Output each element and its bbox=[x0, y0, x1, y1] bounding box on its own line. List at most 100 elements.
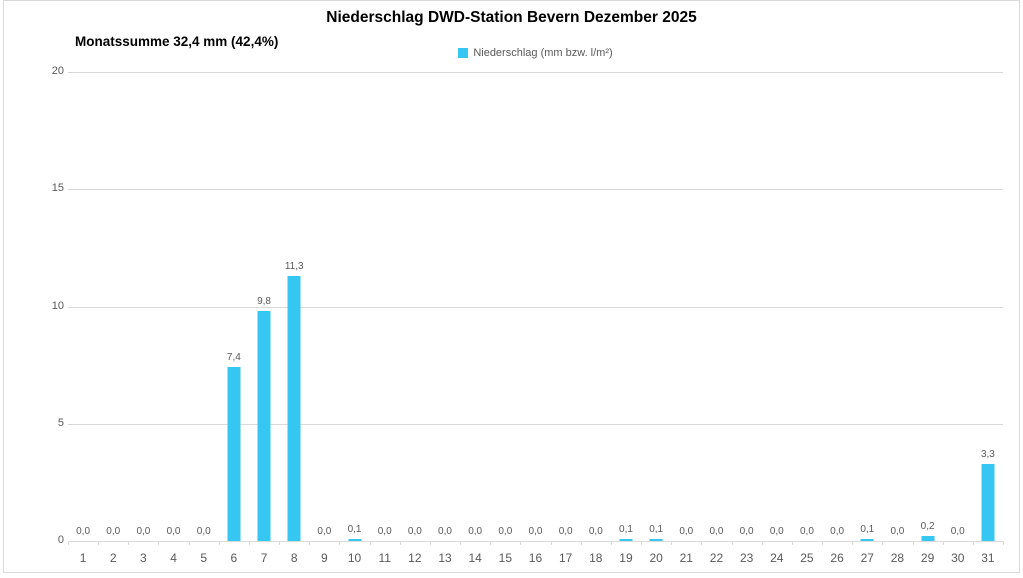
x-axis-tick bbox=[248, 541, 250, 545]
x-tick-label-day-19: 19 bbox=[619, 551, 633, 565]
value-label-day-23: 0,0 bbox=[739, 526, 754, 537]
x-axis-tick bbox=[731, 541, 733, 545]
gridline-y-15 bbox=[68, 189, 1003, 191]
bar-column-day-17: 0,0 17 bbox=[551, 72, 581, 565]
x-tick-label-day-2: 2 bbox=[109, 551, 117, 565]
bar-day-20 bbox=[649, 538, 663, 541]
x-axis-tick bbox=[188, 541, 190, 545]
x-tick-label-day-27: 27 bbox=[860, 551, 874, 565]
x-tick-label-day-17: 17 bbox=[558, 551, 573, 565]
x-axis-tick bbox=[460, 541, 462, 545]
value-label-day-16: 0,0 bbox=[528, 526, 543, 537]
x-axis-tick bbox=[641, 541, 643, 545]
value-label-day-7: 9,8 bbox=[257, 296, 271, 308]
bar-day-8 bbox=[287, 276, 301, 541]
bar-column-day-18: 0,0 18 bbox=[581, 72, 611, 565]
bar-column-day-23: 0,0 23 bbox=[732, 72, 762, 565]
x-tick-label-day-30: 30 bbox=[951, 551, 965, 565]
value-label-day-6: 7,4 bbox=[226, 352, 241, 364]
x-axis-tick bbox=[490, 541, 492, 545]
x-tick-label-day-6: 6 bbox=[230, 551, 238, 565]
x-tick-label-day-16: 16 bbox=[528, 551, 543, 565]
value-label-day-4: 0,0 bbox=[166, 526, 181, 537]
value-label-day-1: 0,0 bbox=[76, 526, 91, 537]
x-tick-label-day-15: 15 bbox=[498, 551, 513, 565]
x-axis-tick bbox=[972, 541, 974, 545]
x-axis-tick bbox=[339, 541, 341, 545]
value-label-day-28: 0,0 bbox=[890, 526, 905, 537]
value-label-day-3: 0,0 bbox=[136, 526, 151, 537]
x-axis-tick bbox=[852, 541, 854, 545]
bar-column-day-26: 0,0 26 bbox=[822, 72, 852, 565]
x-tick-label-day-18: 18 bbox=[589, 551, 603, 565]
bar-day-31 bbox=[981, 463, 995, 541]
bar-column-day-15: 0,0 15 bbox=[490, 72, 520, 565]
x-axis-tick bbox=[279, 541, 281, 545]
bar-column-day-20: 0,1 20 bbox=[641, 72, 671, 565]
x-tick-label-day-5: 5 bbox=[200, 551, 208, 565]
x-tick-label-day-21: 21 bbox=[679, 551, 693, 565]
bar-column-day-19: 0,1 19 bbox=[611, 72, 641, 565]
bar-day-6 bbox=[227, 367, 241, 541]
x-axis-line bbox=[68, 541, 1003, 542]
x-axis-tick bbox=[882, 541, 884, 545]
x-tick-label-day-29: 29 bbox=[920, 551, 935, 565]
y-tick-label-0: 0 bbox=[57, 534, 64, 546]
x-tick-label-day-12: 12 bbox=[408, 551, 422, 565]
x-axis-tick bbox=[550, 541, 552, 545]
bar-day-19 bbox=[619, 538, 633, 541]
x-tick-label-day-1: 1 bbox=[79, 551, 87, 565]
value-label-day-9: 0,0 bbox=[317, 526, 332, 537]
x-tick-label-day-26: 26 bbox=[830, 551, 844, 565]
value-label-day-15: 0,0 bbox=[498, 526, 513, 537]
bar-column-day-8: 11,3 8 bbox=[279, 72, 309, 565]
bar-column-day-11: 0,0 11 bbox=[370, 72, 400, 565]
legend-label: Niederschlag (mm bzw. l/m²) bbox=[473, 47, 613, 59]
gridline-y-5 bbox=[68, 423, 1003, 425]
bar-column-day-27: 0,1 27 bbox=[852, 72, 882, 565]
bar-column-day-4: 0,0 4 bbox=[158, 72, 188, 565]
x-axis-tick bbox=[942, 541, 944, 545]
x-axis-tick bbox=[671, 541, 673, 545]
x-tick-label-day-7: 7 bbox=[260, 551, 268, 565]
x-tick-label-day-23: 23 bbox=[739, 551, 754, 565]
chart-subtitle: Monatssumme 32,4 mm (42,4%) bbox=[75, 34, 279, 49]
x-tick-label-day-4: 4 bbox=[170, 551, 177, 565]
bar-day-10 bbox=[348, 538, 362, 541]
x-tick-label-day-14: 14 bbox=[468, 551, 482, 565]
x-tick-label-day-9: 9 bbox=[321, 551, 328, 565]
bar-day-7 bbox=[257, 311, 271, 541]
x-axis-tick bbox=[309, 541, 311, 545]
x-axis-tick bbox=[68, 541, 69, 545]
x-axis-tick bbox=[701, 541, 703, 545]
y-tick-label-20: 20 bbox=[51, 65, 64, 77]
x-tick-label-day-8: 8 bbox=[290, 551, 298, 565]
x-tick-label-day-3: 3 bbox=[140, 551, 147, 565]
chart-title: Niederschlag DWD-Station Bevern Dezember… bbox=[326, 9, 697, 26]
x-axis-tick bbox=[218, 541, 220, 545]
y-tick-label-15: 15 bbox=[51, 182, 64, 195]
bar-column-day-24: 0,0 24 bbox=[762, 72, 792, 565]
bar-column-day-30: 0,0 30 bbox=[943, 72, 973, 565]
value-label-day-10: 0,1 bbox=[347, 523, 362, 535]
bar-column-day-16: 0,0 16 bbox=[520, 72, 550, 565]
value-label-day-20: 0,1 bbox=[649, 523, 664, 535]
bar-column-day-7: 9,8 7 bbox=[249, 72, 279, 565]
x-axis-tick bbox=[761, 541, 763, 545]
bar-column-day-5: 0,0 5 bbox=[189, 72, 219, 565]
x-axis-tick bbox=[1003, 541, 1004, 545]
x-tick-label-day-31: 31 bbox=[981, 551, 995, 565]
x-tick-label-day-13: 13 bbox=[438, 551, 452, 565]
value-label-day-26: 0,0 bbox=[830, 526, 845, 537]
bar-column-day-25: 0,0 25 bbox=[792, 72, 822, 565]
value-label-day-18: 0,0 bbox=[588, 526, 603, 537]
bar-column-day-31: 3,3 31 bbox=[973, 72, 1003, 565]
bar-day-27 bbox=[860, 538, 874, 541]
x-axis-tick bbox=[399, 541, 401, 545]
gridline-y-20 bbox=[68, 72, 1003, 73]
value-label-day-31: 3,3 bbox=[980, 448, 995, 460]
value-label-day-17: 0,0 bbox=[558, 526, 573, 537]
x-axis-tick bbox=[610, 541, 612, 545]
bar-column-day-22: 0,0 22 bbox=[701, 72, 731, 565]
